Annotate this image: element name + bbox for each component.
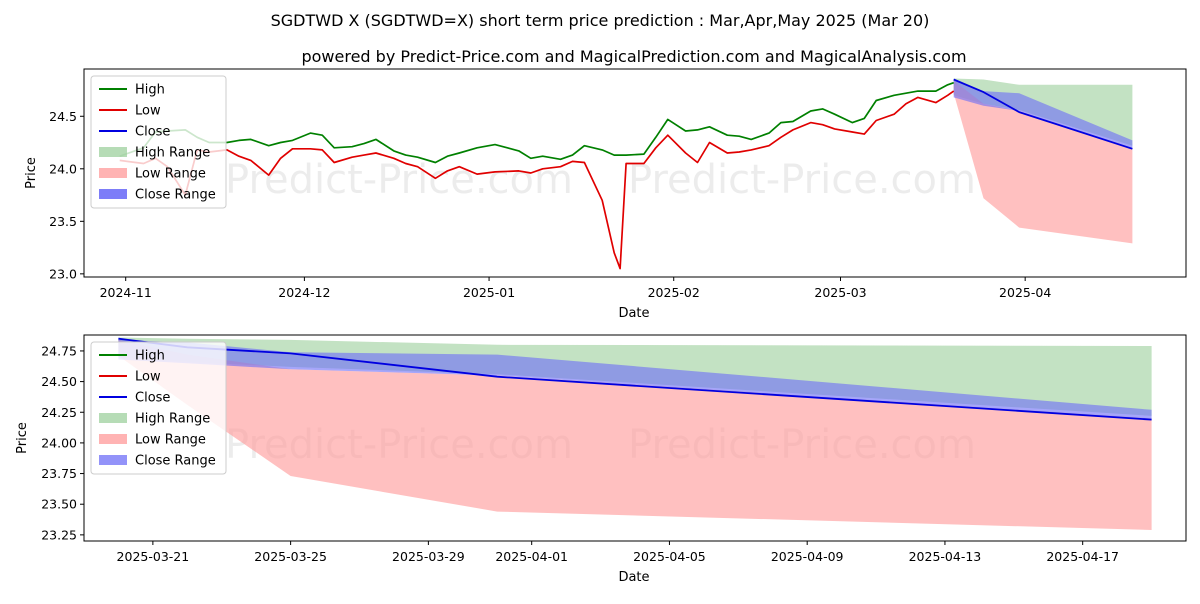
x-tick-label: 2025-02 <box>648 285 700 300</box>
y-axis-label: Price <box>15 422 30 454</box>
top-panel: Predict-Price.com Predict-Price.com 2024-1… <box>24 68 1187 321</box>
legend-close-range-label: Close Range <box>135 454 216 469</box>
x-tick-label: 2025-04-05 <box>633 549 706 564</box>
low-range-band <box>953 80 1133 244</box>
x-tick-label: 2025-04-01 <box>495 549 568 564</box>
chart-subtitle: powered by Predict-Price.com and Magical… <box>301 47 966 66</box>
close-range-band <box>118 339 1152 420</box>
watermark: Predict-Price.com <box>628 157 976 203</box>
x-tick-label: 2025-04-13 <box>909 549 982 564</box>
watermark: Predict-Price.com <box>225 157 573 203</box>
y-tick-label: 23.0 <box>49 266 77 281</box>
y-tick-label: 24.0 <box>49 161 77 176</box>
y-tick-label: 23.75 <box>41 466 77 481</box>
legend-high-range-label: High Range <box>135 146 210 161</box>
y-axis-label: Price <box>24 157 39 189</box>
y-tick-label: 24.00 <box>41 435 77 450</box>
legend-high-range-swatch <box>99 147 127 157</box>
y-tick-label: 23.5 <box>49 214 77 229</box>
legend-low-range-swatch <box>99 168 127 178</box>
x-tick-label: 2024-12 <box>278 285 330 300</box>
legend-high-range-swatch <box>99 413 127 423</box>
legend-low-label: Low <box>135 370 161 385</box>
y-tick-label: 24.75 <box>41 343 77 358</box>
legend-close-label: Close <box>135 391 170 406</box>
low-series-line <box>119 90 955 270</box>
y-tick-label: 23.25 <box>41 527 77 542</box>
x-tick-label: 2025-03-29 <box>392 549 465 564</box>
y-tick-label: 23.50 <box>41 497 77 512</box>
chart-title: SGDTWD X (SGDTWD=X) short term price pre… <box>271 11 930 30</box>
y-tick-label: 24.5 <box>49 109 77 124</box>
x-tick-label: 2025-04 <box>999 285 1051 300</box>
legend-close-label: Close <box>135 125 170 140</box>
x-axis-label: Date <box>618 306 649 321</box>
y-tick-label: 24.50 <box>41 374 77 389</box>
x-tick-label: 2025-01 <box>463 285 515 300</box>
axes-frame <box>83 68 1187 278</box>
plot-area: Predict-Price.com Predict-Price.com <box>119 78 1133 270</box>
close-forecast-line <box>953 78 1133 150</box>
y-tick-label: 24.25 <box>41 405 77 420</box>
legend-high-label: High <box>135 349 165 364</box>
legend-low-range-swatch <box>99 434 127 444</box>
legend-high-range-label: High Range <box>135 412 210 427</box>
high-series-line <box>119 81 954 164</box>
legend-low-label: Low <box>135 104 161 119</box>
x-tick-label: 2025-04-17 <box>1046 549 1119 564</box>
legend: High Low Close High Range Low Range Close Ran… <box>90 75 227 209</box>
close-range-band <box>953 80 1133 149</box>
legend-close-range-swatch <box>99 189 127 199</box>
x-tick-label: 2025-03-21 <box>117 549 190 564</box>
axes-frame <box>83 334 1187 542</box>
legend-close-range-label: Close Range <box>135 188 216 203</box>
low-range-band <box>118 339 1152 530</box>
legend-low-range-label: Low Range <box>135 167 206 182</box>
legend-close-range-swatch <box>99 455 127 465</box>
legend: High Low Close High Range Low Range Close Ran… <box>90 341 227 475</box>
x-tick-label: 2025-03-25 <box>254 549 327 564</box>
x-tick-label: 2025-03 <box>814 285 866 300</box>
x-axis-label: Date <box>618 570 649 585</box>
x-tick-label: 2025-04-09 <box>771 549 844 564</box>
legend-high-label: High <box>135 83 165 98</box>
x-tick-label: 2024-11 <box>100 285 152 300</box>
legend-low-range-label: Low Range <box>135 433 206 448</box>
